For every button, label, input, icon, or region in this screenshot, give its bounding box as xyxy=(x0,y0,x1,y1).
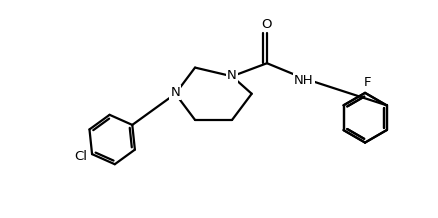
Text: O: O xyxy=(262,17,272,31)
Text: NH: NH xyxy=(294,74,314,87)
Text: N: N xyxy=(170,86,180,99)
Text: N: N xyxy=(227,69,237,82)
Text: Cl: Cl xyxy=(74,150,87,163)
Text: F: F xyxy=(364,76,371,89)
